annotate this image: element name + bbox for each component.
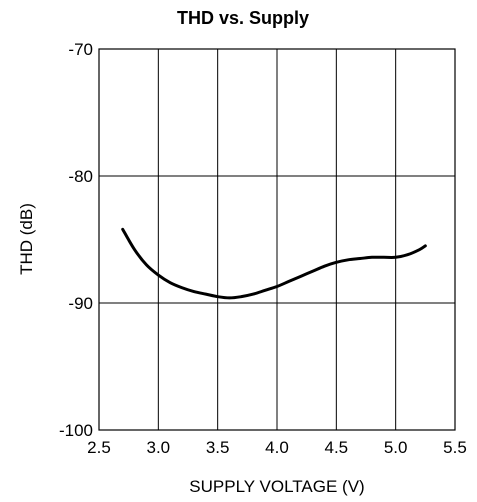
x-tick-label: 3.5 xyxy=(206,438,230,457)
x-tick-label: 2.5 xyxy=(87,438,111,457)
y-tick-label: -90 xyxy=(68,294,93,313)
x-axis-label: SUPPLY VOLTAGE (V) xyxy=(189,477,364,496)
x-tick-label: 3.0 xyxy=(147,438,171,457)
y-axis-label: THD (dB) xyxy=(17,203,36,275)
x-tick-label: 4.5 xyxy=(325,438,349,457)
series-layer xyxy=(121,227,427,300)
x-tick-labels: 2.5 3.0 3.5 4.0 4.5 5.0 5.5 xyxy=(87,438,467,457)
y-tick-label: -100 xyxy=(59,421,93,440)
plot-frame xyxy=(98,48,456,431)
y-tick-label: -80 xyxy=(68,167,93,186)
x-tick-label: 5.5 xyxy=(443,438,467,457)
x-tick-label: 4.0 xyxy=(265,438,289,457)
y-tick-label: -70 xyxy=(68,40,93,59)
chart-title: THD vs. Supply xyxy=(177,8,309,28)
x-tick-label: 5.0 xyxy=(384,438,408,457)
grid-lines xyxy=(99,49,455,430)
thd-series-line xyxy=(121,227,427,300)
y-tick-labels: -100 -90 -80 -70 xyxy=(59,40,93,440)
